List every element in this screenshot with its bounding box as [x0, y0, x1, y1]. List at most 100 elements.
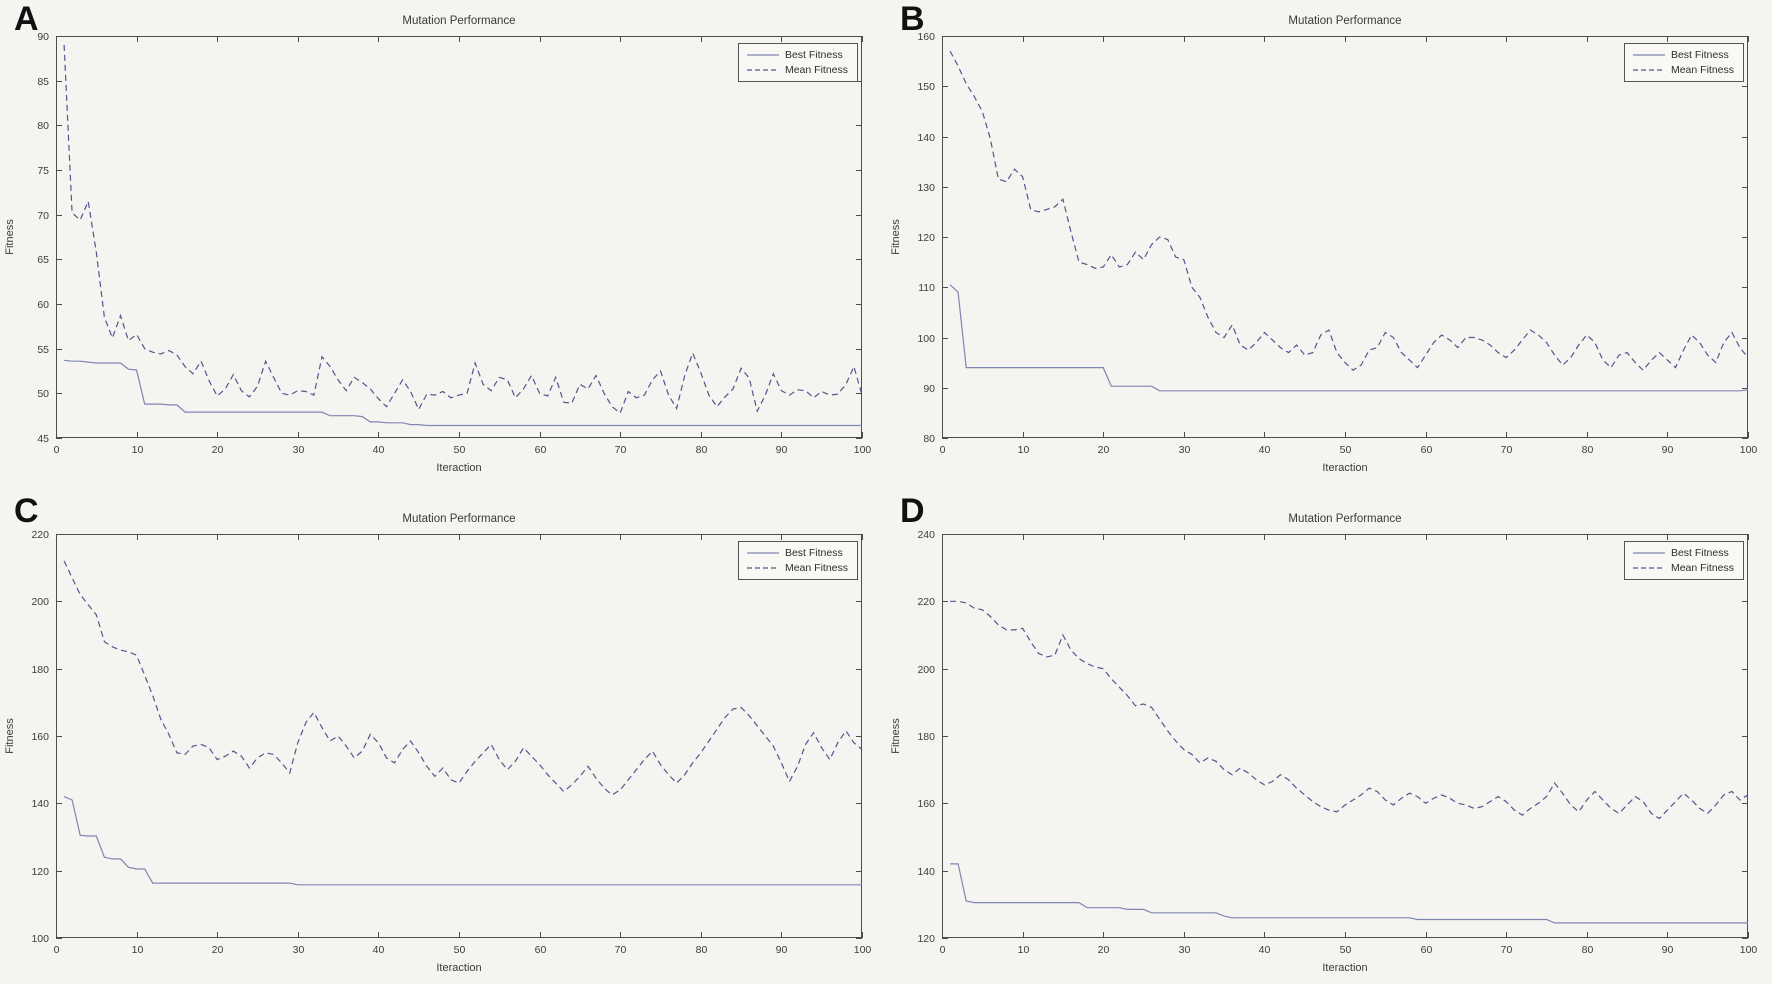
dashed-line-swatch-icon: [1632, 567, 1665, 569]
x-tick-label: 0: [940, 444, 946, 456]
x-tick-label: 100: [1740, 444, 1758, 456]
x-tick-label: 50: [454, 444, 466, 456]
mean-fitness-line: [949, 50, 1749, 372]
best-fitness-line: [949, 284, 1749, 392]
legend-entry-best: Best Fitness: [1632, 49, 1734, 61]
x-tick-label: 10: [132, 444, 144, 456]
panel-a-axes: 0 10 20 30 40 50 60 70 80 90 100 45 50 55 60 65 70 75 80 85…: [4, 15, 871, 474]
x-tick-label: 30: [1179, 944, 1191, 956]
plot-area: 0 10 20 30 40 50 60 70 80 90 100 100 120 140 160 180 200…: [31, 529, 871, 956]
y-tick-label: 100: [31, 933, 49, 945]
panel-a-x-axis-label: Iteraction: [436, 462, 482, 474]
y-tick-label: 200: [917, 664, 935, 676]
x-tick-label: 80: [696, 444, 708, 456]
y-tick-label: 65: [37, 254, 49, 266]
panel-b: B 0 10 20 30 40 50 60 70 80 90 100 80 90 100 110 120 130…: [886, 0, 1772, 492]
panel-d: D 0 10 20 30 40 50 60 70 80 90 100 120 140 160 180 200 2…: [886, 492, 1772, 984]
panel-b-letter: B: [900, 0, 926, 38]
panel-c-legend: Best Fitness Mean Fitness: [737, 541, 858, 580]
y-tick-label: 120: [917, 933, 935, 945]
y-tick-label: 200: [31, 596, 49, 608]
x-tick-label: 90: [776, 944, 788, 956]
x-tick-label: 90: [776, 444, 788, 456]
y-tick-label: 85: [37, 76, 49, 88]
x-tick-label: 100: [1740, 944, 1758, 956]
panel-c-axes: 0 10 20 30 40 50 60 70 80 90 100 100 120 140 160 180 200…: [4, 513, 871, 974]
x-tick-label: 70: [1501, 944, 1513, 956]
y-tick-label: 240: [917, 529, 935, 541]
y-tick-label: 160: [917, 798, 935, 810]
solid-line-swatch-icon: [746, 552, 779, 554]
solid-line-swatch-icon: [746, 54, 779, 56]
panel-c-y-axis-label: Fitness: [4, 718, 16, 754]
x-tick-label: 0: [54, 444, 60, 456]
y-tick-label: 80: [37, 120, 49, 132]
panel-c-title: Mutation Performance: [402, 513, 516, 525]
panel-a: A 0 10 20 30 40 50 60 70 80 90 100 45 50 55 60 65 70 75 80…: [0, 0, 886, 492]
panel-d-title: Mutation Performance: [1288, 513, 1402, 525]
legend-label: Mean Fitness: [1670, 64, 1734, 76]
mean-fitness-line: [63, 560, 863, 796]
panel-b-y-axis-label: Fitness: [890, 219, 902, 255]
best-fitness-line: [950, 863, 1748, 924]
solid-line-swatch-icon: [1632, 54, 1665, 56]
mean-fitness-line: [63, 44, 863, 414]
y-tick-label: 150: [917, 81, 935, 93]
legend-label: Best Fitness: [784, 547, 843, 559]
x-tick-label: 20: [1098, 944, 1110, 956]
legend-label: Mean Fitness: [1670, 562, 1734, 574]
legend-entry-best: Best Fitness: [746, 49, 848, 61]
x-tick-label: 70: [1501, 444, 1513, 456]
x-tick-label: 60: [535, 944, 547, 956]
y-tick-label: 140: [917, 866, 935, 878]
y-tick-label: 60: [37, 299, 49, 311]
x-tick-label: 40: [1259, 944, 1271, 956]
x-tick-label: 30: [293, 944, 305, 956]
x-tick-label: 10: [132, 944, 144, 956]
y-tick-label: 120: [917, 232, 935, 244]
y-tick-label: 110: [918, 282, 935, 294]
y-tick-label: 70: [37, 210, 49, 222]
panel-d-axes: 0 10 20 30 40 50 60 70 80 90 100 120 140 160 180 200 220…: [890, 513, 1757, 974]
legend-entry-mean: Mean Fitness: [1632, 64, 1734, 76]
y-tick-label: 100: [917, 333, 935, 345]
legend-entry-mean: Mean Fitness: [1632, 562, 1734, 574]
dashed-line-swatch-icon: [746, 567, 779, 569]
y-tick-label: 90: [923, 383, 935, 395]
panel-a-legend: Best Fitness Mean Fitness: [737, 43, 858, 82]
panel-d-letter: D: [900, 492, 926, 530]
x-tick-label: 0: [940, 944, 946, 956]
y-tick-label: 55: [37, 344, 49, 356]
y-tick-label: 130: [917, 182, 935, 194]
x-tick-label: 40: [1259, 444, 1271, 456]
x-tick-label: 50: [454, 944, 466, 956]
x-tick-label: 100: [854, 444, 872, 456]
x-tick-label: 60: [1421, 944, 1433, 956]
y-tick-label: 140: [917, 132, 935, 144]
x-tick-label: 10: [1018, 944, 1030, 956]
x-tick-label: 0: [54, 944, 60, 956]
axes-frame: [942, 534, 1748, 938]
x-tick-label: 40: [373, 444, 385, 456]
y-tick-label: 160: [31, 731, 49, 743]
panel-d-x-axis-label: Iteraction: [1322, 962, 1368, 974]
x-tick-label: 10: [1018, 444, 1030, 456]
legend-label: Mean Fitness: [784, 562, 848, 574]
plot-area: 0 10 20 30 40 50 60 70 80 90 100 120 140 160 180 200 220…: [917, 529, 1757, 956]
x-tick-label: 20: [1098, 444, 1110, 456]
solid-line-swatch-icon: [1632, 552, 1665, 554]
y-tick-label: 220: [917, 596, 935, 608]
x-tick-label: 20: [212, 944, 224, 956]
best-fitness-line: [63, 796, 862, 886]
x-tick-label: 80: [696, 944, 708, 956]
panel-b-title: Mutation Performance: [1288, 15, 1402, 27]
panel-b-axes: 0 10 20 30 40 50 60 70 80 90 100 80 90 100 110 120 130 14…: [890, 15, 1757, 474]
plot-area: 0 10 20 30 40 50 60 70 80 90 100 45 50 55 60 65 70 75 80 85…: [37, 31, 871, 456]
axes-frame: [56, 36, 862, 438]
y-tick-label: 160: [917, 31, 935, 43]
x-tick-label: 70: [615, 944, 627, 956]
axes-frame: [56, 534, 862, 938]
legend-entry-best: Best Fitness: [746, 547, 848, 559]
panel-d-y-axis-label: Fitness: [890, 718, 902, 754]
